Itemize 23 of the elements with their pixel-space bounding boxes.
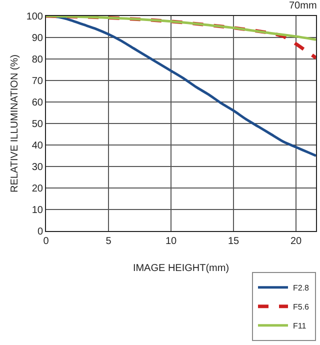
y-tick-label: 10 — [32, 205, 44, 216]
y-tick-label: 0 — [37, 226, 44, 238]
x-axis-title: IMAGE HEIGHT(mm) — [132, 263, 230, 274]
legend-label: F2.8 — [293, 283, 310, 292]
x-tick-label: 20 — [290, 236, 302, 247]
chart-title: 70mm — [289, 0, 317, 12]
x-tick-label: 15 — [228, 236, 240, 247]
legend-label: F5.6 — [293, 302, 310, 312]
y-tick-label: 100 — [26, 12, 44, 22]
y-tick-label: 30 — [32, 162, 44, 173]
x-tick-label: 5 — [106, 236, 112, 247]
y-axis-title: RELATIVE ILLUMINATION (%) — [9, 54, 20, 192]
line-series — [46, 16, 316, 41]
y-tick-label: 60 — [32, 98, 44, 108]
y-tick-label: 20 — [32, 184, 44, 194]
y-tick-label: 70 — [32, 76, 44, 87]
y-tick-label: 50 — [32, 119, 44, 130]
y-tick-label: 40 — [32, 140, 44, 152]
x-tick-label: 10 — [165, 236, 177, 247]
y-tick-label: 80 — [32, 54, 44, 66]
legend-label: F11 — [293, 321, 307, 330]
line-series — [46, 16, 316, 60]
y-tick-label: 90 — [32, 33, 44, 44]
